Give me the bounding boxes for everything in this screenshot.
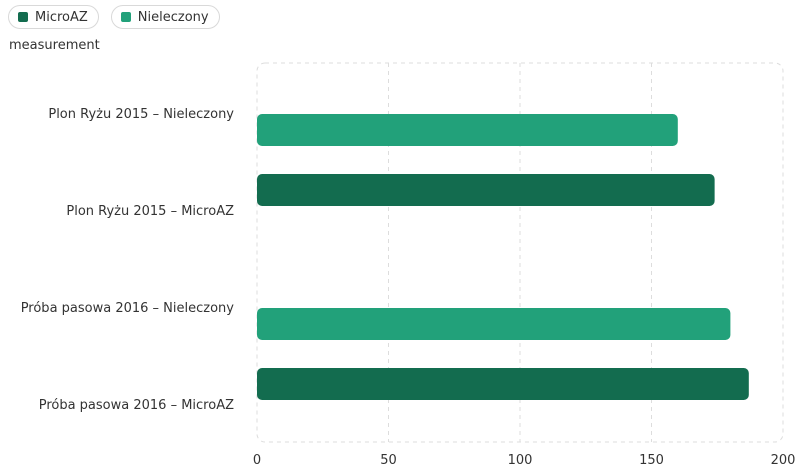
x-tick-label: 150 — [639, 453, 664, 468]
bar — [257, 308, 731, 340]
y-category-label: Próba pasowa 2016 – MicroAZ — [39, 398, 234, 413]
x-tick-label: 0 — [253, 453, 261, 468]
y-category-label: Plon Ryżu 2015 – MicroAZ — [66, 204, 234, 219]
x-tick-label: 200 — [771, 453, 796, 468]
legend-label-nieleczony: Nieleczony — [137, 9, 209, 25]
y-category-label: Plon Ryżu 2015 – Nieleczony — [48, 107, 234, 122]
legend-item-nieleczony[interactable]: Nieleczony — [110, 5, 220, 29]
y-category-label: Próba pasowa 2016 – Nieleczony — [21, 301, 235, 316]
legend-swatch-microaz — [18, 12, 28, 22]
bar — [257, 368, 749, 400]
x-tick-label: 50 — [380, 453, 397, 468]
chart-legend: MicroAZ Nieleczony — [8, 5, 220, 29]
bar — [257, 114, 678, 146]
legend-item-microaz[interactable]: MicroAZ — [8, 5, 99, 29]
legend-swatch-nieleczony — [120, 12, 131, 22]
legend-label-microaz: MicroAZ — [35, 9, 88, 25]
x-tick-label: 100 — [508, 453, 533, 468]
value-unit-label: measurement — [9, 38, 100, 53]
bar — [257, 174, 715, 206]
